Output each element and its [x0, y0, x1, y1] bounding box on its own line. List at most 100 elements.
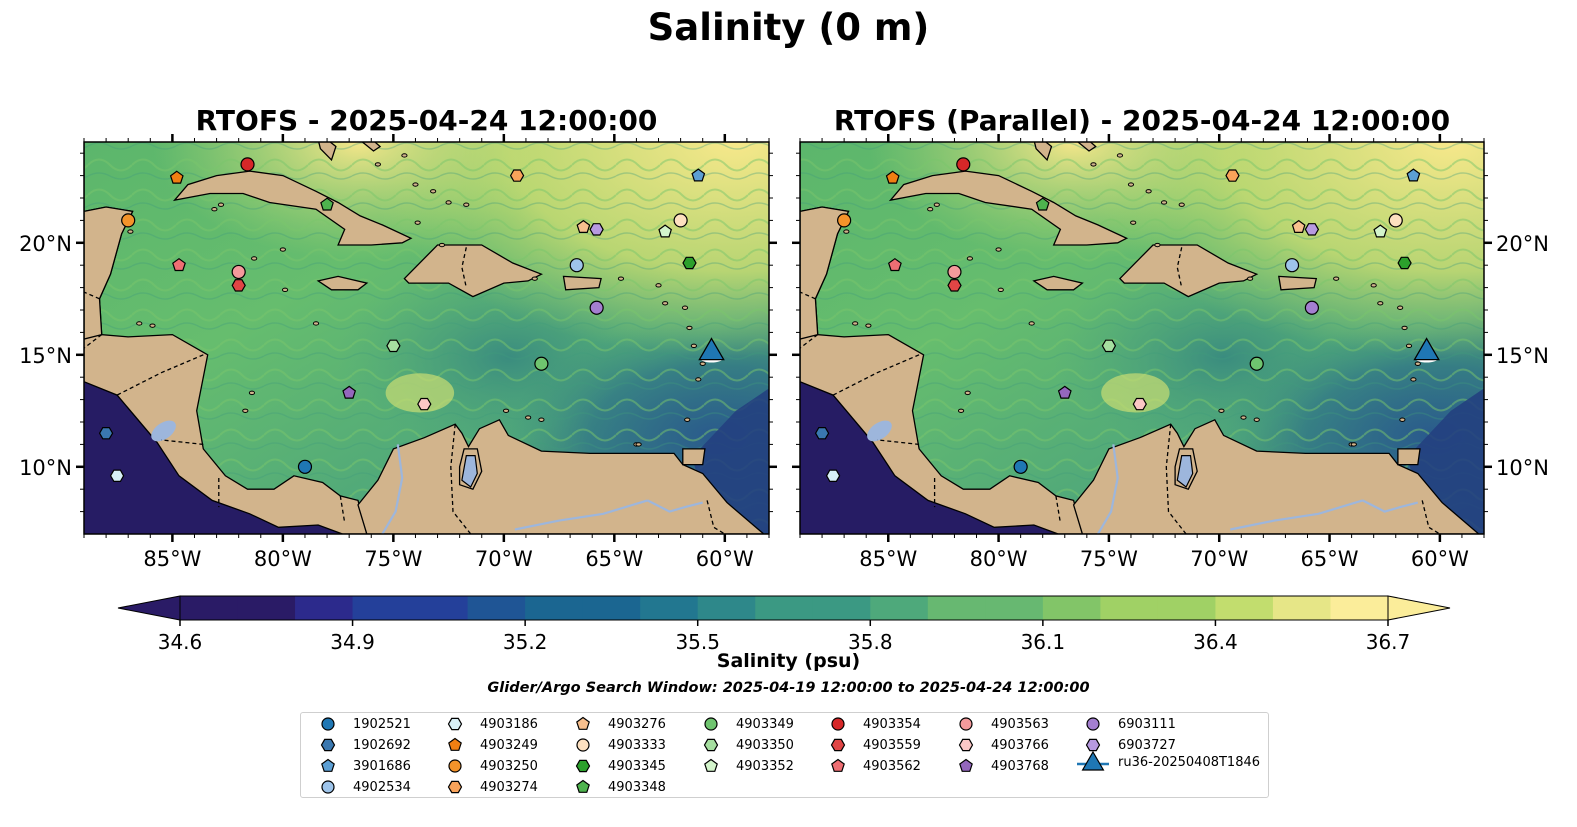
colorbar-tick-label: 36.4: [1193, 630, 1238, 650]
platform-markers-2: [814, 157, 1440, 482]
legend-label: 4903559: [863, 737, 921, 753]
hexagon-marker-icon: [447, 717, 463, 731]
marker-4903186: [825, 469, 841, 482]
marker-4903349: [534, 356, 549, 371]
legend-label: 4903349: [736, 716, 794, 732]
legend-label: 4903350: [736, 737, 794, 753]
pentagon-marker-icon: [448, 737, 462, 751]
legend-item-3901686: 3901686: [311, 757, 411, 775]
marker-6903727: [1304, 223, 1320, 236]
lon-tick-label: 80°W: [254, 547, 312, 571]
lon-tick-label: 65°W: [1301, 547, 1359, 571]
marker-4902534: [569, 258, 584, 273]
legend-item-4903274: 4903274: [438, 778, 538, 796]
circle-marker-icon: [576, 738, 590, 752]
legend-label: 4903562: [863, 758, 921, 774]
pentagon-marker-icon: [576, 779, 590, 793]
legend-label: ru36-20250408T1846: [1118, 754, 1261, 770]
legend-item-ru36-20250408T1846: ru36-20250408T1846: [1076, 750, 1261, 771]
map-panels: 85°W 80°W 75°W 70°W 65°W 60°W 20°N 15°N 10°N 85°W…: [19, 134, 1549, 571]
circle-marker-icon: [704, 717, 718, 731]
colorbar-tick-label: 35.5: [675, 630, 720, 650]
legend-label: 1902521: [353, 716, 411, 732]
marker-4903354: [956, 157, 971, 172]
legend-item-4903348: 4903348: [566, 778, 666, 796]
legend-item-4903350: 4903350: [694, 736, 794, 754]
marker-4903354: [240, 157, 255, 172]
colorbar: 34.6 34.9 35.2 35.5 35.8 36.1 36.4 36.7: [117, 595, 1451, 650]
legend-item-6903727: 6903727: [1076, 736, 1176, 754]
legend-item-4903333: 4903333: [566, 736, 666, 754]
legend-label: 6903727: [1118, 737, 1176, 753]
legend-item-4903562: 4903562: [821, 757, 921, 775]
marker-4903345: [1397, 256, 1412, 270]
map-panel-2: 85°W 80°W 75°W 70°W 65°W 60°W 20°N 15°N 10°N: [792, 134, 1549, 571]
land-jamaica: [1032, 275, 1084, 291]
marker-4903563: [231, 264, 246, 280]
marker-6903727: [589, 223, 604, 236]
legend-item-4903352: 4903352: [694, 757, 794, 775]
lon-tick-label: 70°W: [1190, 547, 1248, 571]
legend-label: 4902534: [353, 779, 411, 795]
legend-item-4903249: 4903249: [438, 736, 538, 754]
marker-4903766: [417, 397, 432, 411]
marker-4903186: [109, 469, 125, 482]
marker-3901686: [1406, 168, 1421, 182]
colorbar-tick-label: 34.9: [330, 630, 375, 650]
marker-3901686: [691, 168, 706, 182]
colorbar-tick-label: 35.2: [503, 630, 548, 650]
platform-legend: 1902521 1902692 3901686 4902534 4903186 49032…: [300, 712, 1269, 798]
lon-tick-label: 85°W: [143, 547, 201, 571]
legend-item-4903768: 4903768: [949, 757, 1049, 775]
marker-4903274: [509, 169, 525, 182]
hexagon-marker-icon: [320, 738, 336, 752]
marker-4903352: [658, 224, 673, 238]
hexagon-marker-icon: [830, 738, 846, 752]
marker-4903768: [1057, 385, 1072, 399]
land-jamaica: [316, 275, 369, 291]
pentagon-marker-icon: [321, 758, 335, 772]
marker-4903333: [1388, 213, 1403, 228]
land-bahamas2: [361, 142, 382, 152]
legend-item-4903559: 4903559: [821, 736, 921, 754]
lat-tick-label: 15°N: [1496, 344, 1549, 368]
marker-1902521: [297, 459, 313, 474]
marker-4903352: [1373, 224, 1388, 238]
land-bahamas2: [1077, 142, 1097, 152]
legend-item-4903354: 4903354: [821, 715, 921, 733]
circle-marker-icon: [959, 717, 973, 731]
legend-label: 4903352: [736, 758, 794, 774]
lon-tick-label: 75°W: [1080, 547, 1138, 571]
land-yucatan: [84, 206, 134, 340]
marker-4903333: [673, 213, 688, 228]
circle-marker-icon: [321, 780, 335, 794]
marker-1902521: [1013, 459, 1028, 474]
lon-tick-label: 65°W: [585, 547, 643, 571]
figure-title: Salinity (0 m): [647, 6, 930, 49]
marker-4903768: [342, 385, 357, 399]
lat-tick-label: 15°N: [19, 344, 72, 368]
legend-label: 4903768: [991, 758, 1049, 774]
legend-label: 4903354: [863, 716, 921, 732]
marker-4903250: [837, 213, 852, 228]
lon-tick-label: 60°W: [696, 547, 754, 571]
land-puertoRico: [1278, 275, 1318, 291]
pentagon-marker-icon: [831, 758, 845, 772]
lon-tick-label: 85°W: [859, 547, 917, 571]
circle-marker-icon: [1086, 717, 1100, 731]
lon-tick-label: 60°W: [1411, 547, 1469, 571]
land-southAmerica: [1072, 418, 1484, 534]
marker-6903111: [589, 300, 604, 315]
marker-6903111: [1304, 300, 1319, 315]
legend-label: 4903276: [608, 716, 666, 732]
legend-label: 3901686: [353, 758, 411, 774]
circle-marker-icon: [321, 717, 335, 731]
land-hispaniola: [1118, 244, 1259, 298]
land-yucatan: [800, 206, 850, 340]
marker-4903348: [1035, 197, 1050, 211]
land-puertoRico: [562, 275, 602, 291]
lat-tick-label: 20°N: [19, 232, 72, 256]
marker-4903276: [576, 219, 591, 233]
lat-tick-label: 10°N: [19, 456, 72, 480]
circle-marker-icon: [831, 717, 845, 731]
